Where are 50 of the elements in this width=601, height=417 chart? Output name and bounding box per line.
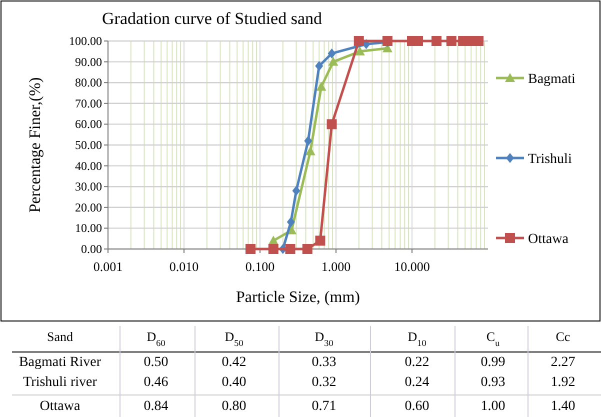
text: 0.60 <box>404 399 430 414</box>
x-tick-label: 0.001 <box>93 259 123 274</box>
x-tick-label: 0.100 <box>245 259 275 274</box>
y-tick-label: 50.00 <box>75 138 102 152</box>
text: D$_{50}$ <box>224 329 244 348</box>
y-tick-label: 0.00 <box>81 242 102 256</box>
text: 0.84 <box>144 399 168 414</box>
y-axis-title: Percentage Finer,(%) <box>27 77 44 213</box>
text: 0.33 <box>312 355 336 370</box>
text: 0.22 <box>404 355 430 370</box>
text: Trishuli river <box>23 375 98 390</box>
y-tick-label: 40.00 <box>75 158 102 173</box>
x-tick-label: 0.010 <box>169 259 199 274</box>
text: Ottawa <box>40 399 81 414</box>
text: 1.92 <box>550 375 576 390</box>
text: 0.80 <box>222 399 246 414</box>
y-tick-label: 10.00 <box>75 221 102 236</box>
y-tick-label: 60.00 <box>75 117 102 132</box>
text: 0.42 <box>222 355 246 370</box>
text: 0.24 <box>404 375 430 390</box>
text: 0.99 <box>480 355 506 370</box>
x-tick-label: 1.000 <box>321 259 351 274</box>
text: D$_{60}$ <box>146 329 166 348</box>
text: C$_{u}$ <box>486 329 500 348</box>
text: 0.50 <box>144 355 168 370</box>
text: D$_{30}$ <box>314 329 334 348</box>
y-tick-label: 100.00 <box>69 34 102 48</box>
text: 2.27 <box>550 355 576 370</box>
text: Cc <box>556 329 570 344</box>
y-tick-label: 90.00 <box>75 54 102 69</box>
y-tick-label: 20.00 <box>75 200 102 214</box>
text: 0.40 <box>222 375 246 390</box>
chart-title: Gradation curve of Studied sand <box>102 9 322 28</box>
y-tick-label: 30.00 <box>75 180 102 194</box>
text: 1.00 <box>480 399 506 414</box>
text: 0.46 <box>144 375 168 390</box>
legend-label: Ottawa <box>528 232 570 247</box>
text: 1.40 <box>550 399 576 414</box>
text: D$_{10}$ <box>408 329 427 348</box>
legend-label: Bagmati <box>528 72 576 87</box>
y-tick-label: 70.00 <box>75 96 102 110</box>
x-tick-label: 10.000 <box>394 259 430 274</box>
legend-label: Trishuli <box>528 152 572 167</box>
x-axis-title: Particle Size, (mm) <box>236 289 360 306</box>
y-tick-label: 80.00 <box>75 76 102 90</box>
text: Bagmati River <box>18 355 102 370</box>
text: Sand <box>47 329 74 344</box>
text: 0.71 <box>312 399 336 414</box>
text: 0.32 <box>312 375 336 390</box>
text: 0.93 <box>480 375 506 390</box>
